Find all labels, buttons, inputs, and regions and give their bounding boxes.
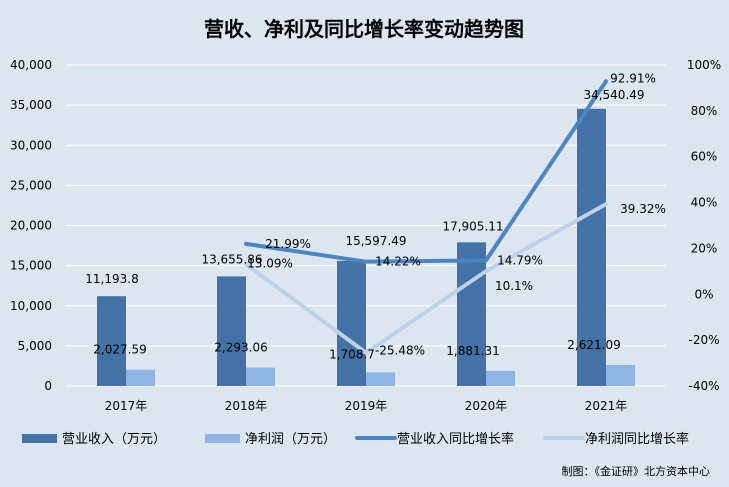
left-axis: 0 5,000 10,000 15,000 20,000 25,000 30,000 35,0… xyxy=(10,58,52,393)
x-tick-label: 2020年 xyxy=(465,399,508,413)
profit-growth-label: -25.48% xyxy=(375,344,425,358)
x-tick-label: 2018年 xyxy=(225,399,268,413)
chart-title: 营收、净利及同比增长率变动趋势图 xyxy=(204,17,524,41)
revenue-bar xyxy=(577,108,606,387)
revenue-growth-label: 14.22% xyxy=(375,255,421,269)
y-right-tick-label: -20% xyxy=(688,333,719,347)
y-left-tick-label: 10,000 xyxy=(10,299,52,313)
data-labels: 11,193.8 13,655.86 15,597.49 17,905.11 34,54… xyxy=(85,71,666,361)
revenue-value-label: 15,597.49 xyxy=(345,234,406,248)
profit-bar xyxy=(246,367,275,386)
revenue-bar xyxy=(97,296,126,386)
profit-value-label: 1,708.7 xyxy=(329,347,375,361)
y-right-tick-label: 100% xyxy=(687,58,721,72)
y-left-tick-label: 0 xyxy=(44,379,52,393)
revenue-value-label: 17,905.11 xyxy=(442,219,503,233)
y-right-tick-label: 20% xyxy=(691,241,718,255)
revenue-value-label: 13,655.86 xyxy=(201,252,262,266)
profit-growth-label: 39.32% xyxy=(620,202,666,216)
x-tick-label: 2017年 xyxy=(105,399,148,413)
legend-revenue-swatch xyxy=(22,434,57,443)
x-tick-label: 2021年 xyxy=(585,399,628,413)
y-right-tick-label: -40% xyxy=(688,379,719,393)
y-right-tick-label: 80% xyxy=(691,104,718,118)
y-left-tick-label: 15,000 xyxy=(10,259,52,273)
profit-bar xyxy=(366,372,395,386)
grid xyxy=(66,64,666,387)
revenue-value-label: 34,540.49 xyxy=(583,88,644,102)
legend: 营业收入（万元） 净利润（万元） 营业收入同比增长率 净利润同比增长率 xyxy=(22,431,689,447)
profit-bar xyxy=(486,370,515,386)
revenue-growth-label: 14.79% xyxy=(497,253,543,267)
y-left-tick-label: 25,000 xyxy=(10,178,52,192)
legend-profit-label: 净利润（万元） xyxy=(245,432,336,447)
profit-growth-line xyxy=(244,202,608,355)
lines xyxy=(244,79,608,355)
y-left-tick-label: 20,000 xyxy=(10,219,52,233)
profit-value-label: 2,621.09 xyxy=(567,338,620,352)
source-note: 制图：《金证研》北方资本中心 xyxy=(562,464,711,478)
legend-profit-growth-label: 净利润同比增长率 xyxy=(585,431,689,447)
x-axis: 2017年 2018年 2019年 2020年 2021年 xyxy=(105,399,628,413)
profit-value-label: 2,027.59 xyxy=(93,343,146,357)
revenue-bar xyxy=(457,242,486,386)
revenue-growth-line xyxy=(244,79,608,264)
y-right-tick-label: 40% xyxy=(691,196,718,210)
profit-growth-label: 13.09% xyxy=(247,256,293,270)
legend-profit-swatch xyxy=(205,434,240,443)
revenue-bar xyxy=(337,260,366,386)
profit-bar xyxy=(126,369,155,386)
y-left-tick-label: 30,000 xyxy=(10,138,52,152)
revenue-value-label: 11,193.8 xyxy=(85,272,138,286)
y-left-tick-label: 5,000 xyxy=(18,339,52,353)
revenue-growth-label: 92.91% xyxy=(610,71,656,85)
profit-value-label: 2,293.06 xyxy=(214,341,267,355)
y-left-tick-label: 35,000 xyxy=(10,98,52,112)
y-right-tick-label: 60% xyxy=(691,150,718,164)
legend-revenue-label: 营业收入（万元） xyxy=(62,432,166,447)
revenue-growth-label: 21.99% xyxy=(265,237,311,251)
y-right-tick-label: 0% xyxy=(694,287,713,301)
profit-growth-label: 10.1% xyxy=(495,279,533,293)
bars xyxy=(97,108,635,387)
legend-revenue-growth-label: 营业收入同比增长率 xyxy=(397,431,514,447)
profit-value-label: 1,881.31 xyxy=(446,344,499,358)
revenue-bar xyxy=(217,276,246,386)
x-tick-label: 2019年 xyxy=(345,399,388,413)
y-left-tick-label: 40,000 xyxy=(10,58,52,72)
right-axis: -40% -20% 0% 20% 40% 60% 80% 100% xyxy=(687,58,721,393)
profit-bar xyxy=(606,364,635,386)
